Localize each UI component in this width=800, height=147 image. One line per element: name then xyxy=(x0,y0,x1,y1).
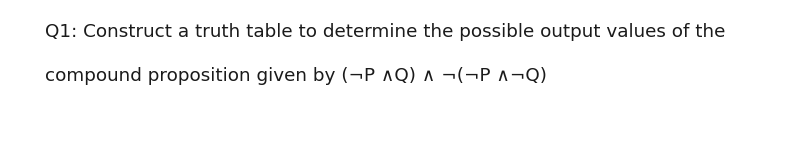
Text: Q1: Construct a truth table to determine the possible output values of the: Q1: Construct a truth table to determine… xyxy=(46,23,726,41)
Text: compound proposition given by (¬P ∧Q) ∧ ¬(¬P ∧¬Q): compound proposition given by (¬P ∧Q) ∧ … xyxy=(46,67,547,85)
